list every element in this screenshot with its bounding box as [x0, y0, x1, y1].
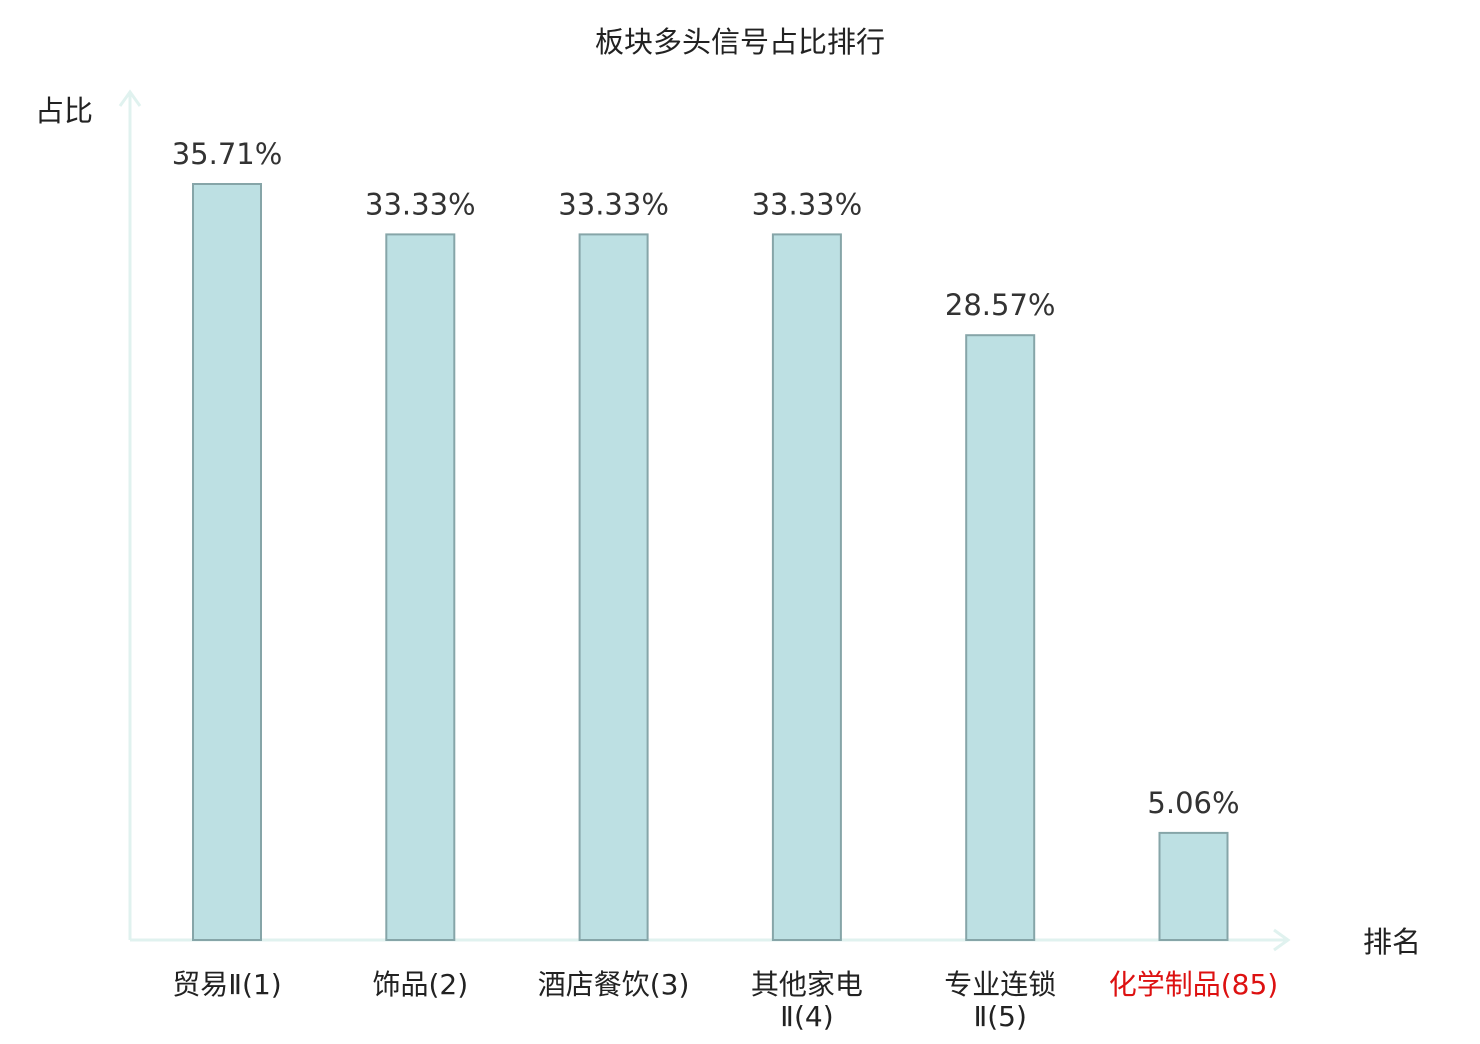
- bar-value-label: 33.33%: [365, 187, 476, 221]
- bar: [192, 183, 262, 941]
- x-axis-label: 排名: [1363, 925, 1421, 959]
- bar: [771, 233, 842, 941]
- category-tick-label: 饰品(2): [372, 968, 468, 1001]
- value-labels-layer: 35.71% 33.33% 33.33% 33.33% 28.57% 5.06%: [172, 137, 1240, 820]
- bar: [965, 334, 1036, 941]
- bar: [1158, 831, 1229, 942]
- bar-value-label: 33.33%: [558, 187, 669, 221]
- y-axis-arrow: [118, 89, 142, 107]
- category-tick-label: 其他家电: [751, 968, 863, 1001]
- category-tick-label: Ⅱ(5): [973, 1000, 1026, 1033]
- bars-layer: [192, 183, 1229, 942]
- category-tick-label: 贸易Ⅱ(1): [172, 968, 281, 1001]
- bar-value-label: 33.33%: [752, 187, 863, 221]
- x-axis-arrow: [1273, 928, 1291, 952]
- bar: [578, 233, 649, 941]
- y-axis-label: 占比: [35, 94, 93, 128]
- chart-title: 板块多头信号占比排行: [595, 25, 885, 59]
- bar-value-label: 35.71%: [172, 137, 283, 171]
- bar-value-label: 28.57%: [945, 288, 1056, 322]
- category-tick-label: 专业连锁: [944, 968, 1056, 1001]
- axes: [118, 89, 1291, 952]
- category-tick-label: Ⅱ(4): [780, 1000, 833, 1033]
- category-tick-label: 化学制品(85): [1109, 968, 1278, 1001]
- bar: [385, 233, 456, 941]
- bar-value-label: 5.06%: [1147, 786, 1239, 820]
- category-tick-label: 酒店餐饮(3): [538, 968, 690, 1001]
